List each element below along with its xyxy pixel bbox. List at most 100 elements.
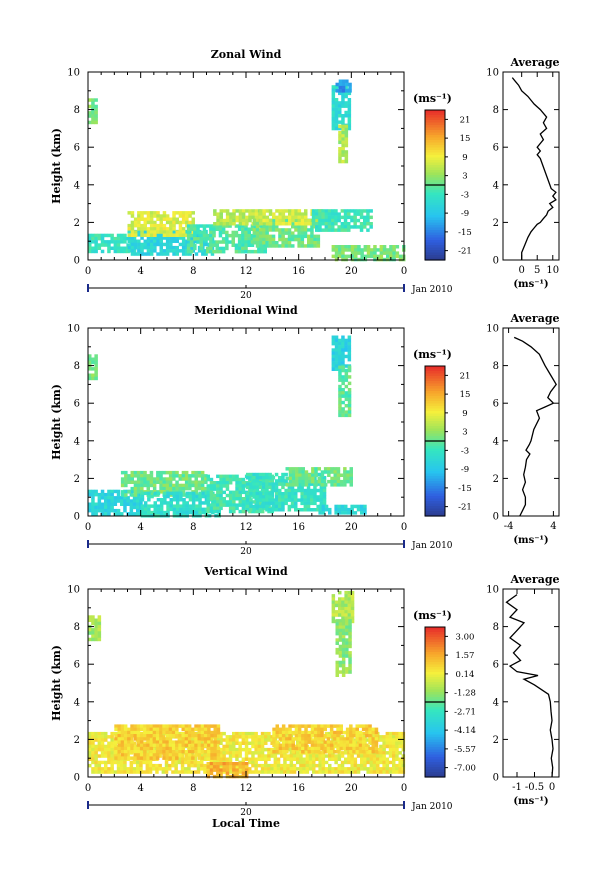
heatmap-patch <box>335 619 352 677</box>
y-axis-label: Height (km) <box>50 384 63 460</box>
x-tick-label: 4 <box>137 783 143 794</box>
heatmap-patch <box>88 615 102 642</box>
x-tick-label: 0 <box>401 783 407 794</box>
heatmap-patch <box>272 724 379 754</box>
average-x-tick-label: 0 <box>518 265 524 276</box>
colorbar-label: 9 <box>462 153 467 163</box>
colorbar-unit: (ms⁻¹) <box>413 92 452 105</box>
panel-title: Zonal Wind <box>211 48 282 61</box>
colorbar-label: 15 <box>460 390 471 400</box>
colorbar-label: -9 <box>461 209 469 219</box>
average-x-axis-label: (ms⁻¹) <box>513 279 548 290</box>
heatmap-patch <box>88 98 98 125</box>
average-x-tick-label: -0.5 <box>525 782 544 793</box>
average-y-tick-label: 0 <box>493 773 499 784</box>
y-tick-label: 0 <box>74 773 80 784</box>
x-tick-label: 20 <box>345 783 358 794</box>
average-x-tick-label: -4 <box>504 521 514 532</box>
average-y-tick-label: 6 <box>493 143 499 154</box>
date-label: 20 <box>240 547 252 557</box>
x-tick-label: 12 <box>240 783 253 794</box>
y-tick-label: 10 <box>67 585 80 596</box>
date-label: 20 <box>240 808 252 818</box>
x-tick-label: 0 <box>85 522 91 533</box>
month-label: Jan 2010 <box>411 285 453 295</box>
y-tick-label: 2 <box>74 735 80 746</box>
x-tick-label: 16 <box>292 522 305 533</box>
y-tick-label: 10 <box>67 324 80 335</box>
colorbar-label: 3 <box>462 172 467 182</box>
x-tick-label: 0 <box>401 522 407 533</box>
average-title: Average <box>509 56 559 69</box>
average-x-axis-label: (ms⁻¹) <box>513 535 548 546</box>
average-y-tick-label: 10 <box>486 324 499 335</box>
y-tick-label: 8 <box>74 105 80 116</box>
x-tick-label: 20 <box>345 522 358 533</box>
average-title: Average <box>509 312 559 325</box>
x-tick-label: 8 <box>190 522 196 533</box>
colorbar-label: -21 <box>458 503 472 513</box>
colorbar-label: -4.14 <box>454 726 476 736</box>
date-label: 20 <box>240 291 252 301</box>
x-axis-label: Local Time <box>212 817 280 830</box>
heatmap-patch <box>127 211 195 237</box>
average-y-tick-label: 8 <box>493 622 499 633</box>
average-x-tick-label: 10 <box>546 265 559 276</box>
colorbar-label: 9 <box>462 409 467 419</box>
average-y-tick-label: 2 <box>493 474 499 485</box>
x-tick-label: 0 <box>401 266 407 277</box>
x-tick-label: 20 <box>345 266 358 277</box>
heatmap-patch <box>338 365 352 418</box>
average-y-tick-label: 4 <box>493 180 499 191</box>
x-tick-label: 16 <box>292 783 305 794</box>
average-x-tick-label: -1 <box>512 782 522 793</box>
colorbar-label: 0.14 <box>456 670 475 680</box>
average-title: Average <box>509 573 559 586</box>
average-profile-line <box>505 594 554 778</box>
y-tick-label: 4 <box>74 697 80 708</box>
average-x-tick-label: 5 <box>534 265 540 276</box>
colorbar-unit: (ms⁻¹) <box>413 348 452 361</box>
average-y-tick-label: 10 <box>486 68 499 79</box>
average-y-tick-label: 2 <box>493 735 499 746</box>
y-tick-label: 6 <box>74 399 80 410</box>
heatmap-patch <box>206 762 249 779</box>
colorbar-label: -7.00 <box>454 764 476 774</box>
y-tick-label: 8 <box>74 622 80 633</box>
average-frame <box>502 71 560 261</box>
y-tick-label: 6 <box>74 143 80 154</box>
colorbar-label: 21 <box>460 115 471 125</box>
average-y-tick-label: 4 <box>493 697 499 708</box>
colorbar-label: -2.71 <box>454 707 476 717</box>
colorbar-label: -15 <box>458 484 472 494</box>
colorbar-label: -5.57 <box>454 745 476 755</box>
heatmap-cells <box>88 335 367 518</box>
colorbar-label: -1.28 <box>454 689 476 699</box>
colorbar-unit: (ms⁻¹) <box>413 609 452 622</box>
heatmap-patch <box>335 79 352 93</box>
panel-meridional: Meridional Wind 0 2 4 6 8 10 Height (km) 0 4 8 12 16… <box>50 304 560 557</box>
heatmap-cells <box>88 79 406 262</box>
average-x-axis-label: (ms⁻¹) <box>513 796 548 807</box>
month-label: Jan 2010 <box>411 802 453 812</box>
colorbar <box>424 109 448 261</box>
heatmap-patch <box>88 354 98 381</box>
heatmap-patch <box>338 124 349 164</box>
y-axis-label: Height (km) <box>50 128 63 204</box>
heatmap-patch <box>331 590 355 624</box>
colorbar-label: 21 <box>460 371 471 381</box>
colorbar-label: -3 <box>461 446 469 456</box>
colorbar-label: 3.00 <box>456 632 475 642</box>
average-y-tick-label: 4 <box>493 436 499 447</box>
colorbar-label: 15 <box>460 134 471 144</box>
x-tick-label: 4 <box>137 266 143 277</box>
y-axis-label: Height (km) <box>50 645 63 721</box>
x-tick-label: 8 <box>190 783 196 794</box>
average-frame <box>502 327 560 517</box>
heatmap-patch <box>120 470 208 497</box>
y-tick-label: 0 <box>74 512 80 523</box>
y-tick-label: 4 <box>74 436 80 447</box>
heatmap-patch <box>114 724 221 760</box>
